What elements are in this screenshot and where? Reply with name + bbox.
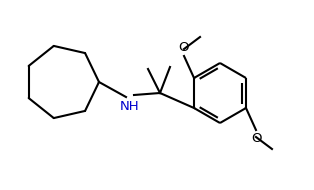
Text: O: O	[252, 132, 262, 145]
Text: NH: NH	[120, 100, 140, 113]
Text: O: O	[178, 41, 188, 54]
